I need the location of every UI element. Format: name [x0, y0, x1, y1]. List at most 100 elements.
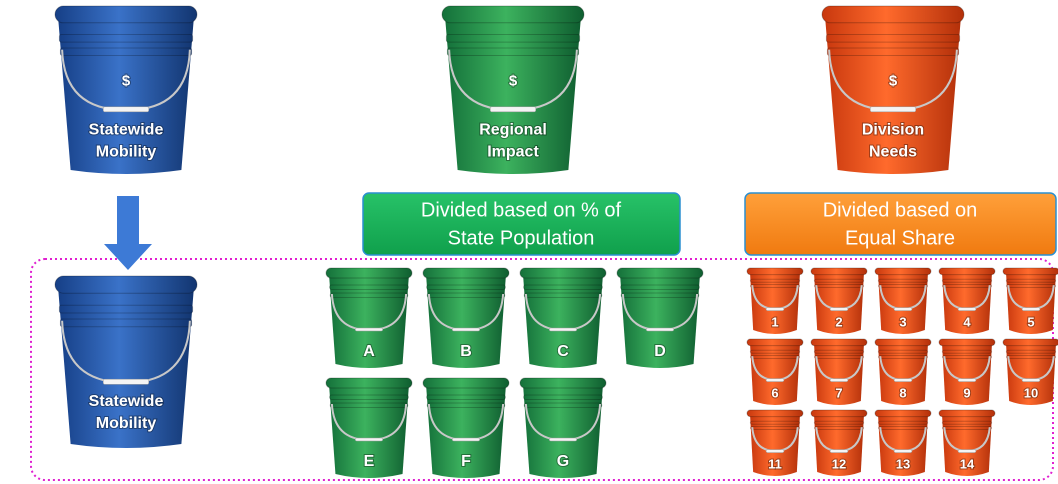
bucket-grip [549, 328, 577, 331]
bucket-label: Statewide [89, 122, 164, 139]
bucket-grip [958, 308, 976, 311]
bucket-rib [524, 395, 603, 400]
bucket-rim [939, 268, 995, 275]
bucket-grip [355, 328, 383, 331]
bucket-rim [55, 6, 197, 23]
bucket-rib [427, 395, 506, 400]
bucket-rim [822, 6, 964, 23]
bucket-label: Statewide [89, 393, 164, 410]
bucket-rim [423, 268, 509, 278]
bucket-rib [878, 279, 927, 282]
bucket-grip [490, 107, 535, 112]
bucket-label: Impact [487, 144, 539, 161]
bucket-label: Regional [479, 122, 547, 139]
bucket-rim [747, 339, 803, 346]
banner-text: Divided based on [823, 199, 978, 221]
bucket-rib [60, 48, 191, 56]
bucket-rib [878, 421, 927, 424]
bucket-grip [355, 438, 383, 441]
banner-text: State Population [448, 227, 595, 249]
bucket-grip [766, 379, 784, 382]
bucket-rim [939, 339, 995, 346]
bucket-grip [958, 450, 976, 453]
bucket-rib [879, 356, 928, 359]
bucket-rib [59, 35, 192, 43]
bucket-rib [621, 285, 700, 290]
bucket-rim [875, 339, 931, 346]
bucket-grip [830, 450, 848, 453]
bucket-rib [942, 350, 991, 353]
bucket-rib [815, 356, 864, 359]
bucket-rib [814, 350, 863, 353]
bucket-grip [452, 328, 480, 331]
banner-text: Equal Share [845, 227, 955, 249]
bucket-label: B [460, 343, 472, 360]
diagram: Divided based on % of State Population D… [0, 0, 1058, 484]
bucket-rib [750, 350, 799, 353]
bucket-grip [894, 450, 912, 453]
bucket-label: 10 [1024, 385, 1038, 400]
bucket-label: A [363, 343, 375, 360]
bucket-rib [447, 48, 578, 56]
bucket-grip [646, 328, 674, 331]
bucket-label: 7 [835, 385, 842, 400]
bucket-rim [55, 276, 197, 293]
bucket-rib [750, 279, 799, 282]
bucket-label: E [364, 453, 375, 470]
bucket-rib [827, 48, 958, 56]
page: Divided based on % of State Population D… [0, 0, 1058, 484]
bucket-label: 2 [835, 314, 842, 329]
bucket-label: 3 [899, 314, 906, 329]
bucket-rib [814, 421, 863, 424]
bucket-label: $ [122, 73, 131, 90]
bucket-rib [446, 35, 579, 43]
bucket-rim [1003, 268, 1058, 275]
bucket-rib [427, 285, 506, 290]
bucket-label: 9 [963, 385, 970, 400]
bucket-grip [766, 450, 784, 453]
bucket-grip [870, 107, 915, 112]
bucket-rim [326, 378, 412, 388]
bucket-rib [878, 350, 927, 353]
bucket-grip [452, 438, 480, 441]
bucket-label: Mobility [96, 144, 157, 161]
bucket-label: C [557, 343, 569, 360]
bucket-rib [60, 319, 191, 327]
bucket-label: G [557, 453, 569, 470]
bucket-rib [751, 285, 800, 288]
bucket-rim [520, 268, 606, 278]
bucket-grip [830, 379, 848, 382]
bucket-rib [621, 293, 699, 298]
bucket-rib [750, 421, 799, 424]
bucket-rib [942, 421, 991, 424]
bucket-label: 1 [771, 314, 778, 329]
bucket-rim [617, 268, 703, 278]
bucket-label: $ [509, 73, 518, 90]
bucket-rib [330, 395, 409, 400]
bucket-grip [1022, 379, 1040, 382]
bucket-rib [59, 305, 192, 313]
bucket-grip [766, 308, 784, 311]
bucket-grip [103, 379, 148, 384]
bucket-rim [747, 268, 803, 275]
bucket-rim [875, 410, 931, 417]
bucket-rib [943, 427, 992, 430]
bucket-rib [814, 279, 863, 282]
bucket-grip [830, 308, 848, 311]
bucket-label: 5 [1027, 314, 1034, 329]
bucket-grip [103, 107, 148, 112]
bucket-label: $ [889, 73, 898, 90]
bucket-grip [549, 438, 577, 441]
bucket-rim [326, 268, 412, 278]
bucket-rib [751, 427, 800, 430]
bucket-label: Needs [869, 144, 917, 161]
bucket-rib [1006, 279, 1055, 282]
bucket-grip [894, 308, 912, 311]
bucket-rib [1006, 350, 1055, 353]
bucket-label: 14 [960, 456, 975, 471]
bucket-rib [1007, 285, 1056, 288]
bucket-label: 8 [899, 385, 906, 400]
bucket-rib [879, 285, 928, 288]
bucket-rib [943, 285, 992, 288]
bucket-rim [423, 378, 509, 388]
